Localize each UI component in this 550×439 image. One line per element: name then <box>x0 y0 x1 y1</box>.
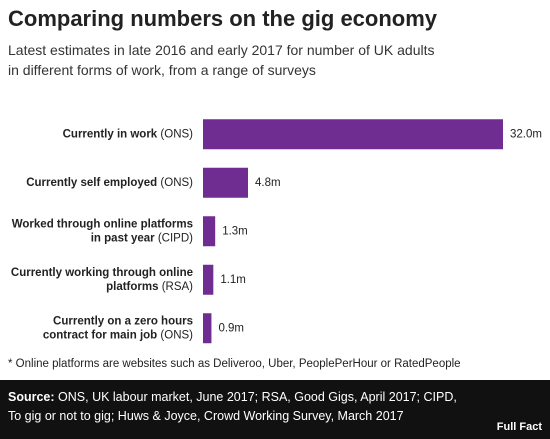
footnote: * Online platforms are websites such as … <box>8 358 461 370</box>
value-label: 1.1m <box>220 274 246 286</box>
source-text: ONS, UK labour market, June 2017; RSA, G… <box>8 390 457 423</box>
chart: Currently in work (ONS) 32.0m Currently se… <box>11 119 542 344</box>
title: Comparing numbers on the gig economy <box>8 6 438 31</box>
value-label: 4.8m <box>255 177 281 189</box>
footer: Source: ONS, UK labour market, June 2017… <box>0 380 550 439</box>
value-label: 1.3m <box>222 225 248 237</box>
bar <box>203 264 214 295</box>
bar <box>203 167 248 198</box>
category-label: Currently self employed (ONS) <box>26 177 193 189</box>
category-label: Worked through online platforms in past y… <box>12 218 193 244</box>
bar <box>203 216 216 247</box>
source-label: Source: <box>8 390 55 404</box>
category-label: Currently on a zero hours contract for ma… <box>43 315 193 341</box>
source: Source: ONS, UK labour market, June 2017… <box>8 388 468 426</box>
value-label: 32.0m <box>510 128 542 140</box>
subtitle: Latest estimates in late 2016 and early … <box>8 42 435 78</box>
logo: Full Fact <box>496 421 542 433</box>
value-label: 0.9m <box>218 322 244 334</box>
category-label: Currently working through online platform… <box>11 267 193 293</box>
bar <box>203 313 212 344</box>
bar <box>203 119 503 150</box>
category-label: Currently in work (ONS) <box>63 128 194 140</box>
